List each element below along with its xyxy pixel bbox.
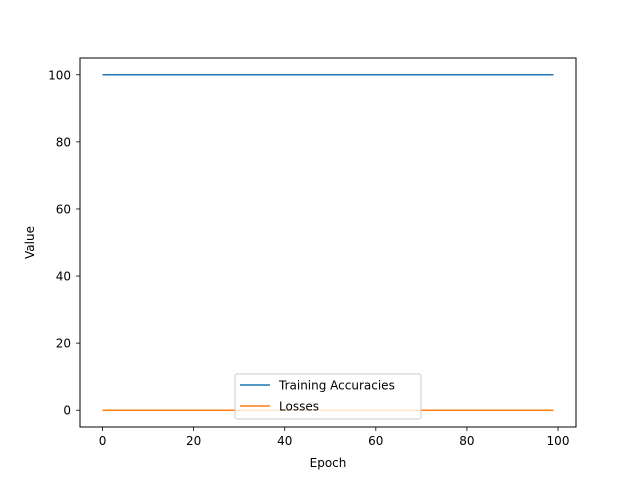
- legend-label-losses: Losses: [279, 400, 319, 414]
- x-axis: 0 20 40 60 80 100: [99, 427, 570, 448]
- x-tick-label-60: 60: [368, 434, 383, 448]
- y-tick-label-60: 60: [56, 202, 71, 216]
- legend-label-training-accuracies: Training Accuracies: [278, 379, 395, 393]
- plot-frame: [79, 57, 577, 428]
- y-tick-label-0: 0: [63, 404, 71, 418]
- y-tick-label-40: 40: [56, 270, 71, 284]
- y-axis-label: Value: [23, 226, 37, 259]
- y-axis: 0 20 40 60 80 100: [48, 68, 80, 418]
- x-tick-label-20: 20: [186, 434, 201, 448]
- x-tick-label-0: 0: [99, 434, 107, 448]
- series-layer: [102, 74, 554, 411]
- y-tick-label-80: 80: [56, 135, 71, 149]
- x-tick-label-80: 80: [459, 434, 474, 448]
- legend-box: [234, 373, 422, 420]
- y-tick-label-20: 20: [56, 337, 71, 351]
- legend: Training Accuracies Losses: [234, 373, 422, 420]
- x-tick-label-40: 40: [277, 434, 292, 448]
- x-axis-label: Epoch: [310, 456, 347, 470]
- y-tick-label-100: 100: [48, 68, 71, 82]
- x-tick-label-100: 100: [547, 434, 570, 448]
